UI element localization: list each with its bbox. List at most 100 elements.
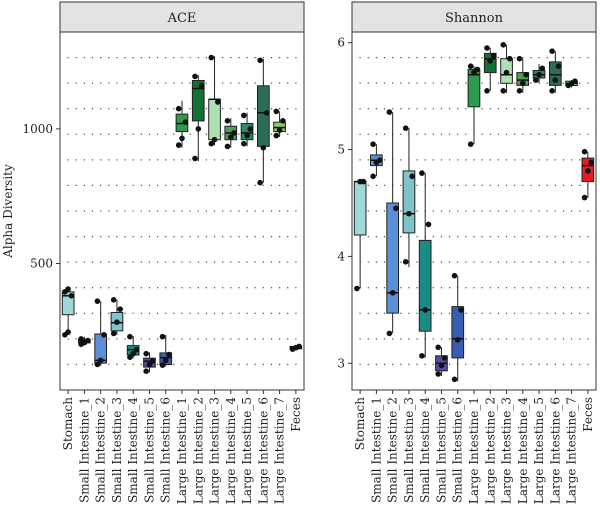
x-tick-label: Large Intestine_5 [240, 397, 254, 504]
data-point [354, 285, 360, 292]
data-point [195, 126, 202, 132]
data-point [257, 57, 263, 64]
data-point [192, 155, 198, 162]
x-tick-label: Large Intestine_2 [483, 397, 497, 504]
data-point [263, 110, 270, 116]
data-point [175, 105, 182, 112]
box-large-intestine-1 [175, 100, 189, 148]
data-point [419, 170, 425, 176]
data-point [166, 351, 172, 358]
y-tick-label: 6 [337, 36, 345, 50]
y-tick-label: 3 [337, 356, 345, 370]
data-point [389, 290, 396, 296]
data-point [581, 194, 588, 201]
x-tick-label: Small Intestine_2 [94, 397, 108, 503]
x-tick-label: Small Intestine_5 [435, 397, 449, 503]
data-point [402, 259, 409, 265]
x-tick-label: Large Intestine_4 [516, 397, 530, 504]
y-tick-label: 500 [30, 256, 53, 270]
data-point [419, 353, 425, 359]
data-point [257, 179, 263, 186]
data-point [110, 297, 117, 303]
x-tick-label: Large Intestine_6 [256, 397, 270, 504]
box-body [549, 61, 562, 86]
data-point [516, 55, 523, 62]
box-body [386, 202, 399, 314]
y-axis-shannon: 3 4 5 6 [337, 36, 352, 370]
x-tick-label: Small Intestine_1 [369, 397, 383, 503]
data-point [159, 333, 166, 340]
data-point [241, 140, 247, 147]
data-point [539, 65, 546, 72]
data-point [114, 319, 120, 326]
box-small-intestine-2 [386, 109, 399, 337]
x-tick-label: Small Intestine_6 [451, 397, 465, 503]
x-tick-label: Large Intestine_1 [467, 397, 481, 504]
data-point [422, 307, 429, 313]
x-tick-label: Large Intestine_7 [565, 397, 579, 504]
box-small-intestine-5 [435, 344, 448, 377]
strip-ace-label: ACE [167, 11, 197, 26]
x-tick-label: Small Intestine_3 [402, 397, 416, 503]
box-body [402, 170, 416, 234]
data-point [441, 355, 448, 361]
x-tick-label: Stomach [353, 397, 367, 451]
box-large-intestine-2 [483, 45, 497, 94]
data-point [130, 350, 136, 357]
data-point [533, 77, 539, 83]
x-tick-label: Small Intestine_6 [159, 397, 173, 503]
data-point [376, 157, 383, 163]
box-stomach [61, 286, 75, 338]
y-axis-title: Alpha Diversity [1, 164, 15, 259]
data-point [507, 55, 513, 62]
x-tick-label: Small Intestine_4 [418, 397, 432, 503]
x-tick-label: Feces [289, 397, 303, 432]
boxes-ace [61, 54, 303, 375]
data-point [84, 337, 91, 344]
data-point [581, 148, 588, 155]
data-point [435, 371, 442, 377]
data-point [386, 330, 393, 337]
box-large-intestine-5 [532, 64, 546, 84]
data-point [572, 78, 578, 84]
data-point [198, 83, 205, 89]
box-large-intestine-3 [208, 54, 221, 147]
x-tick-label: Large Intestine_6 [548, 397, 562, 504]
data-point [179, 135, 185, 142]
data-point [273, 108, 280, 115]
data-point [247, 126, 254, 132]
data-point [78, 336, 84, 342]
box-feces [289, 343, 303, 352]
data-point [143, 368, 149, 375]
data-point [451, 272, 458, 279]
box-small-intestine-1 [370, 141, 383, 180]
data-point [280, 118, 286, 124]
box-large-intestine-5 [240, 112, 254, 147]
x-axis-shannon: Stomach Small Intestine_1 Small Intestine_… [353, 390, 595, 504]
box-small-intestine-6 [159, 333, 173, 369]
data-point [474, 66, 481, 73]
box-large-intestine-1 [467, 63, 481, 147]
data-point [159, 362, 166, 369]
data-point [65, 286, 71, 292]
data-point [65, 329, 71, 335]
data-point [182, 119, 189, 125]
box-body [191, 80, 205, 122]
data-point [503, 69, 510, 76]
data-point [117, 306, 123, 313]
box-small-intestine-6 [451, 272, 465, 383]
data-point [360, 178, 367, 185]
data-point [273, 132, 280, 139]
x-tick-label: Large Intestine_3 [500, 397, 514, 504]
x-tick-label: Small Intestine_4 [126, 397, 140, 503]
data-point [94, 298, 101, 305]
data-point [97, 357, 104, 364]
data-point [467, 63, 474, 69]
data-point [143, 350, 149, 357]
box-large-intestine-2 [191, 73, 205, 162]
data-point [175, 142, 182, 148]
data-point [386, 109, 393, 115]
data-point [215, 99, 221, 105]
data-point [228, 134, 234, 140]
